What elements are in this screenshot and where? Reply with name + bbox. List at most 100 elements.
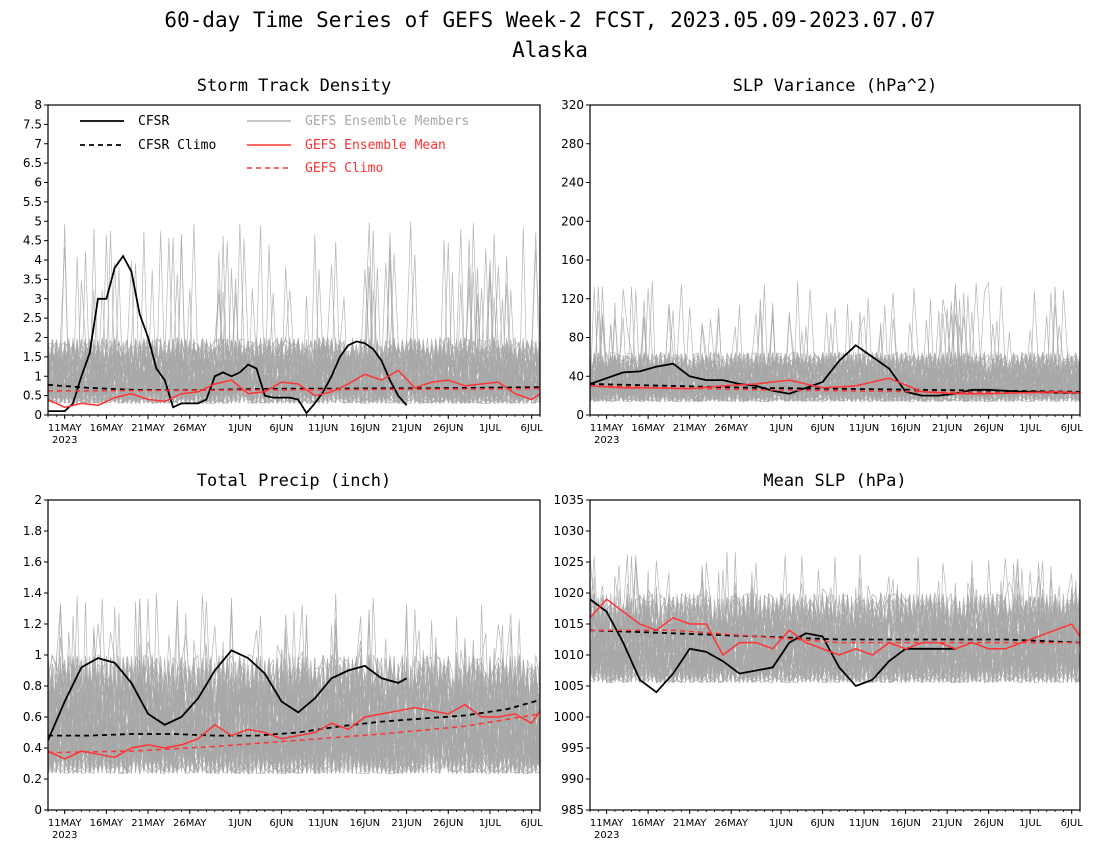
ensemble-member-line	[590, 593, 1080, 684]
y-tick-label: 0	[576, 408, 584, 422]
y-tick-label: 1.4	[23, 586, 42, 600]
x-tick-label: 16MAY	[631, 423, 665, 434]
panel-title: Storm Track Density	[197, 76, 391, 96]
x-tick-label: 16MAY	[90, 423, 124, 434]
y-tick-label: 1030	[553, 524, 584, 538]
y-tick-label: 320	[561, 98, 584, 112]
x-tick-label: 26JUN	[433, 423, 463, 434]
x-tick-label: 6JUL	[521, 818, 544, 829]
y-tick-label: 5.5	[23, 195, 42, 209]
figure-subtitle: Alaska	[512, 38, 588, 62]
x-tick-label: 6JUN	[269, 818, 293, 829]
legend-label: CFSR	[138, 114, 169, 129]
x-year-label: 2023	[594, 830, 619, 841]
y-tick-label: 0.4	[23, 741, 42, 755]
figure-title: 60-day Time Series of GEFS Week-2 FCST, …	[164, 8, 935, 32]
y-tick-label: 40	[569, 369, 584, 383]
y-tick-label: 1015	[553, 617, 584, 631]
x-tick-label: 26MAY	[173, 423, 207, 434]
y-tick-label: 0.8	[23, 679, 42, 693]
x-tick-label: 16MAY	[631, 818, 665, 829]
ensemble-member-line	[590, 311, 1080, 403]
x-tick-label: 1JUN	[228, 818, 252, 829]
x-tick-label: 6JUN	[269, 423, 293, 434]
y-tick-label: 990	[561, 772, 584, 786]
x-year-label: 2023	[594, 435, 619, 446]
x-tick-label: 21MAY	[131, 818, 165, 829]
x-tick-label: 21MAY	[131, 423, 165, 434]
y-tick-label: 1.6	[23, 555, 42, 569]
series-line-cfsr-climo	[48, 383, 540, 392]
y-tick-label: 1035	[553, 493, 584, 507]
plot-area	[48, 593, 540, 775]
series-line-cfsr	[48, 254, 408, 415]
x-tick-label: 16JUN	[350, 818, 380, 829]
ensemble-members	[48, 221, 540, 405]
panel-title: Total Precip (inch)	[197, 471, 391, 491]
series-line-cfsr	[590, 598, 956, 694]
series-line-gefs-climo	[590, 385, 1080, 394]
panel-title: Mean SLP (hPa)	[763, 471, 906, 491]
series-line-gefs-climo	[48, 387, 540, 392]
ensemble-member-line	[48, 223, 540, 404]
x-tick-label: 16MAY	[90, 818, 124, 829]
legend-cfsr-climo: CFSR Climo	[80, 138, 216, 153]
y-tick-label: 2	[34, 493, 42, 507]
y-tick-label: 1	[34, 648, 42, 662]
y-tick-label: 1	[34, 369, 42, 383]
y-tick-label: 280	[561, 137, 584, 151]
x-tick-label: 16JUN	[890, 423, 920, 434]
y-tick-label: 2.5	[23, 311, 42, 325]
ensemble-member-line	[590, 565, 1080, 683]
ensemble-member-line	[48, 283, 540, 405]
x-tick-label: 21MAY	[673, 818, 707, 829]
ensemble-member-line	[590, 351, 1080, 403]
series-line-gefs-ensemble-mean	[590, 598, 1080, 657]
y-tick-label: 985	[561, 803, 584, 817]
y-tick-label: 120	[561, 292, 584, 306]
ensemble-member-line	[48, 601, 540, 775]
x-tick-label: 6JUL	[1061, 423, 1084, 434]
x-tick-label: 26JUN	[973, 818, 1003, 829]
x-tick-label: 11JUN	[849, 423, 879, 434]
legend-label: GEFS Ensemble Members	[305, 114, 469, 129]
ensemble-members	[48, 593, 540, 775]
y-tick-label: 7.5	[23, 117, 42, 131]
x-tick-label: 16JUN	[350, 423, 380, 434]
ensemble-member-line	[590, 282, 1080, 402]
ensemble-members	[590, 551, 1080, 684]
plot-area	[590, 551, 1080, 694]
x-tick-label: 11MAY	[590, 818, 624, 829]
y-tick-label: 1.5	[23, 350, 42, 364]
y-tick-label: 4	[34, 253, 42, 267]
x-tick-label: 1JUL	[479, 423, 502, 434]
series-line-gefs-climo	[48, 713, 540, 754]
x-tick-label: 11MAY	[48, 818, 82, 829]
y-tick-label: 3.5	[23, 272, 42, 286]
y-tick-label: 0.6	[23, 710, 42, 724]
x-tick-label: 1JUL	[1019, 818, 1042, 829]
y-tick-label: 160	[561, 253, 584, 267]
y-tick-label: 1010	[553, 648, 584, 662]
y-tick-label: 0.2	[23, 772, 42, 786]
panel-1: Storm Track Density 0 0.5 1 1.5 2 2.5 3 3.5 4 4.5 5…	[23, 76, 543, 446]
series-line-cfsr-climo	[590, 383, 1080, 393]
x-year-label: 2023	[52, 830, 77, 841]
x-tick-label: 21JUN	[391, 818, 421, 829]
x-tick-label: 11JUN	[308, 818, 338, 829]
x-tick-label: 16JUN	[890, 818, 920, 829]
y-tick-label: 1000	[553, 710, 584, 724]
panels-group: Storm Track Density 0 0.5 1 1.5 2 2.5 3 3.5 4 4.5 5…	[23, 76, 1083, 841]
x-tick-label: 11JUN	[308, 423, 338, 434]
legend-label: GEFS Ensemble Mean	[305, 138, 446, 153]
ensemble-member-line	[48, 654, 540, 774]
x-tick-label: 26MAY	[714, 423, 748, 434]
legend: CFSR CFSR Climo GEFS Ensemble Members GEFS …	[80, 114, 469, 176]
y-tick-label: 0.5	[23, 389, 42, 403]
ensemble-member-line	[590, 556, 1080, 684]
series-line-cfsr-climo	[590, 629, 1080, 644]
x-tick-label: 26MAY	[714, 818, 748, 829]
legend-cfsr: CFSR	[80, 114, 169, 129]
legend-gefs-climo: GEFS Climo	[247, 161, 383, 176]
